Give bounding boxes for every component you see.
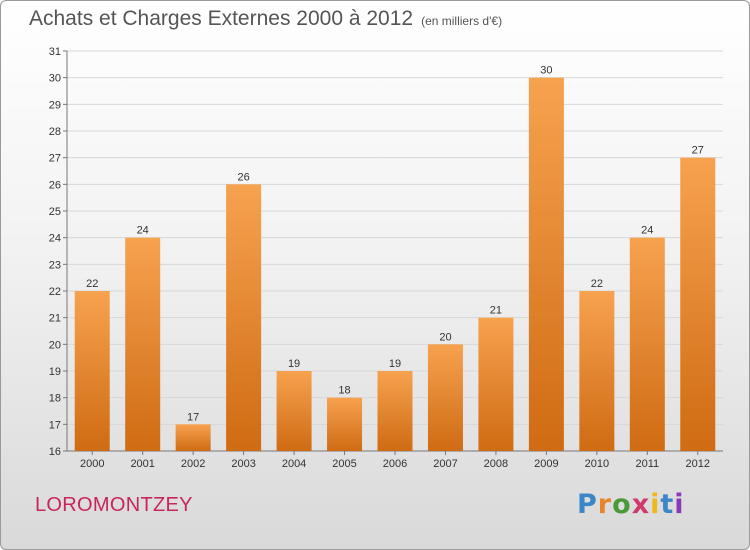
x-tick-label: 2002 (181, 458, 205, 470)
logo-letter: o (612, 489, 632, 520)
data-label-2005: 18 (338, 385, 350, 397)
y-tick-label: 28 (49, 126, 61, 138)
data-label-2001: 24 (137, 225, 149, 237)
x-tick-label: 2010 (585, 458, 609, 470)
x-tick-label: 2009 (534, 458, 558, 470)
x-tick-label: 2004 (282, 458, 306, 470)
y-tick-label: 20 (49, 339, 61, 351)
x-tick-labels: 2000 2001 2002 2003 2004 2005 2006 2007 2008 2009… (80, 458, 710, 470)
y-tick-labels: 16 17 18 19 20 21 22 23 24 25 26 27 28 29 30 31 (49, 46, 61, 458)
y-tick-label: 30 (49, 73, 61, 85)
logo-letter: r (597, 489, 613, 520)
y-tick-label: 26 (49, 179, 61, 191)
y-tick-label: 18 (49, 393, 61, 405)
data-label-2007: 20 (439, 331, 451, 343)
y-tick-label: 17 (49, 419, 61, 431)
chart-subtitle: (en milliers d'€) (421, 14, 503, 28)
x-tick-label: 2011 (635, 458, 659, 470)
chart-title: Achats et Charges Externes 2000 à 2012 (e… (29, 7, 502, 31)
proxiti-logo[interactable]: Proxiti (577, 489, 685, 520)
bar-2012 (680, 157, 716, 451)
data-label-2006: 19 (389, 358, 401, 370)
data-label-2012: 27 (692, 145, 704, 157)
x-tick-label: 2006 (383, 458, 407, 470)
x-tick-label: 2007 (433, 458, 457, 470)
bar-2003 (226, 184, 262, 452)
x-tick-label: 2005 (332, 458, 356, 470)
logo-letter: P (577, 489, 598, 520)
bar-2006 (377, 371, 413, 451)
y-tick-label: 24 (49, 233, 61, 245)
logo-letter: i (674, 489, 685, 520)
y-tick-label: 21 (49, 313, 61, 325)
chart-title-text: Achats et Charges Externes 2000 à 2012 (29, 7, 414, 30)
bar-2005 (327, 397, 363, 451)
bar-2008 (478, 317, 514, 451)
data-labels: 22 24 17 26 19 18 19 20 21 30 22 24 27 (86, 65, 704, 424)
logo-letter: t (660, 489, 675, 520)
data-label-2003: 26 (237, 171, 249, 183)
x-tick-label: 2001 (130, 458, 154, 470)
y-tick-label: 29 (49, 99, 61, 111)
y-tick-label: 16 (49, 446, 61, 458)
data-label-2009: 30 (540, 65, 552, 77)
x-tick-label: 2003 (231, 458, 255, 470)
y-tick-label: 22 (49, 286, 61, 298)
bar-2007 (427, 344, 463, 451)
bar-2011 (629, 237, 665, 451)
y-tick-label: 31 (49, 46, 61, 58)
logo-letter: i (650, 489, 661, 520)
x-tick-label: 2012 (686, 458, 710, 470)
bar-2002 (175, 424, 211, 451)
data-label-2011: 24 (641, 225, 653, 237)
data-label-2004: 19 (288, 358, 300, 370)
town-name: LOROMONTZEY (35, 494, 193, 516)
y-tick-label: 19 (49, 366, 61, 378)
bar-2000 (74, 291, 110, 451)
bar-2010 (579, 291, 615, 451)
bar-2009 (528, 77, 564, 452)
y-tick-label: 25 (49, 206, 61, 218)
data-label-2002: 17 (187, 411, 199, 423)
x-tick-label: 2000 (80, 458, 104, 470)
data-label-2000: 22 (86, 278, 98, 290)
data-label-2008: 21 (490, 305, 502, 317)
bars (74, 77, 716, 452)
logo-letter: x (631, 489, 651, 520)
bar-2001 (125, 237, 161, 451)
data-label-2010: 22 (591, 278, 603, 290)
y-tick-label: 23 (49, 259, 61, 271)
y-tick-label: 27 (49, 153, 61, 165)
x-tick-label: 2008 (484, 458, 508, 470)
bar-2004 (276, 371, 312, 451)
